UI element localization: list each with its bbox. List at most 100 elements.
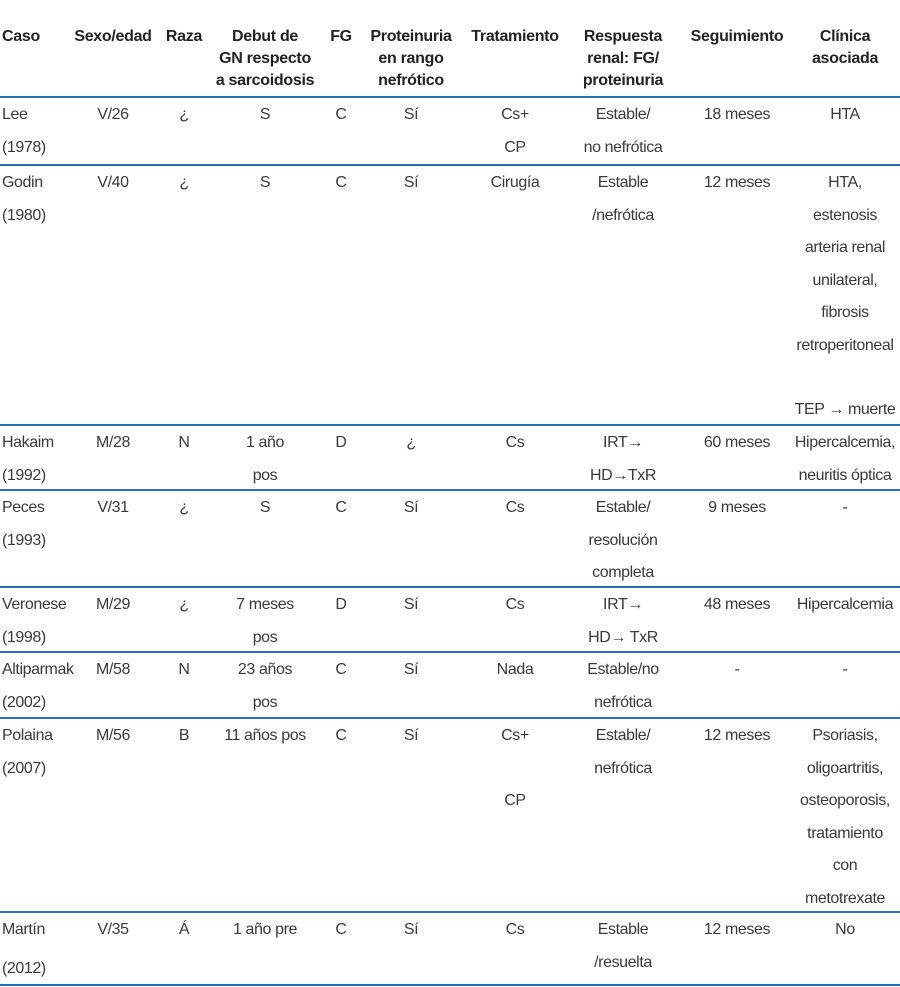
cell-text: Martín — [2, 921, 45, 938]
cell-text: - — [842, 499, 848, 516]
cell-text: IRT→ — [603, 434, 643, 451]
row-rule — [0, 96, 900, 98]
table-cell: C — [318, 167, 364, 200]
table-cell: V/31 — [70, 492, 156, 525]
header-text: Sexo/edad — [74, 28, 152, 45]
header-cell: Caso — [2, 26, 72, 48]
cell-text: Sí — [403, 727, 419, 744]
table-cell: Sí — [362, 492, 460, 525]
cell-text: - — [842, 661, 848, 678]
table-cell: Sí — [362, 167, 460, 200]
row-rule — [0, 651, 900, 653]
cell-text: Sí — [403, 921, 419, 938]
cell-text: 23 años — [237, 661, 293, 678]
table-cell: Veronese (1998) — [2, 589, 72, 654]
header-cell: Raza — [156, 26, 212, 48]
cell-text: Hakaim — [2, 434, 54, 451]
header-cell: FG — [318, 26, 364, 48]
cell-text: 9 meses — [708, 499, 766, 516]
table-cell: ¿ — [156, 492, 212, 525]
table-cell: 9 meses — [678, 492, 796, 525]
cell-text: HD→TxR — [589, 466, 657, 484]
header-text: renal: FG/ — [587, 50, 659, 67]
table-cell: Cirugía — [460, 167, 570, 200]
table-cell: N — [156, 654, 212, 687]
table-cell: 48 meses — [678, 589, 796, 622]
header-cell: Debut de GN respecto a sarcoidosis — [212, 26, 318, 92]
cell-text: M/58 — [96, 661, 130, 678]
table-cell: - — [790, 654, 900, 687]
cell-text: Lee — [2, 106, 28, 123]
table-cell: 60 meses — [678, 427, 796, 460]
table-cell: Martín (2012) — [2, 914, 72, 985]
cell-text: 12 meses — [703, 921, 771, 938]
table-cell: C — [318, 492, 364, 525]
cell-text: metotrexate — [804, 889, 886, 907]
header-text: Clínica — [819, 28, 871, 45]
row-rule — [0, 586, 900, 588]
table-cell: 12 meses — [678, 720, 796, 753]
table-cell: Estable/nefrótica — [568, 167, 678, 232]
cell-text: Cs — [505, 596, 525, 613]
row-rule — [0, 717, 900, 719]
cell-text: S — [259, 499, 271, 516]
cell-text: fibrosis — [821, 304, 869, 321]
table-cell: C — [318, 720, 364, 753]
table-cell: D — [318, 589, 364, 622]
header-cell: Sexo/edad — [70, 26, 156, 48]
cell-text: V/40 — [97, 174, 129, 191]
cell-text: 1 año — [245, 434, 285, 451]
table-cell: Cs — [460, 492, 570, 525]
header-text: Raza — [165, 28, 203, 45]
header-text: nefrótico — [378, 72, 444, 89]
cell-text: ¿ — [179, 499, 189, 516]
cell-text: tratamiento — [807, 824, 883, 842]
table-cell: 23 años pos — [212, 654, 318, 719]
cell-text: - — [734, 661, 740, 678]
cell-text: M/56 — [96, 727, 130, 744]
table-cell: IRT→ HD→ TxR — [568, 589, 678, 654]
cell-text: (1992) — [2, 466, 46, 484]
table-cell: Sí — [362, 99, 460, 132]
table-cell: Hipercalcemia, neuritis óptica — [790, 427, 900, 492]
row-rule — [0, 424, 900, 426]
cell-text: /nefrótica — [592, 206, 654, 224]
cell-text: Estable/ — [595, 499, 651, 516]
cell-text: arteria renal — [804, 239, 886, 256]
cell-text: ¿ — [179, 596, 189, 613]
cell-text: C — [335, 499, 347, 516]
cell-text: 18 meses — [703, 106, 771, 123]
cell-text: C — [335, 106, 347, 123]
cell-text: CP — [504, 138, 526, 156]
table-cell: 11 años pos — [212, 720, 318, 753]
table-cell: Cs — [460, 914, 570, 947]
cell-text: 48 meses — [703, 596, 771, 613]
header-text: GN respecto — [219, 50, 311, 67]
table-cell: Lee (1978) — [2, 99, 72, 164]
table-cell: Godin (1980) — [2, 167, 72, 232]
row-rule — [0, 164, 900, 166]
cell-text: Sí — [403, 106, 419, 123]
table-cell: ¿ — [362, 427, 460, 460]
cell-text: M/28 — [96, 434, 130, 451]
table-cell: Cs+ CP — [460, 99, 570, 164]
table-cell: C — [318, 99, 364, 132]
table-cell: ¿ — [156, 99, 212, 132]
cell-text: V/35 — [97, 921, 129, 938]
table-cell: Estable/nefrótica — [568, 720, 678, 785]
cell-text: Sí — [403, 174, 419, 191]
cell-text: N — [178, 434, 190, 451]
cell-text: V/26 — [97, 106, 129, 123]
cell-text: 12 meses — [703, 727, 771, 744]
cell-text: Estable/no — [587, 661, 659, 678]
table-cell: Polaina (2007) — [2, 720, 72, 785]
cell-text: C — [335, 921, 347, 938]
cell-text: Nada — [496, 661, 534, 678]
header-cell: Clínica asociada — [790, 26, 900, 70]
cell-text: retroperitoneal — [796, 336, 894, 354]
cell-text: Godin — [2, 174, 43, 191]
cell-text: 60 meses — [703, 434, 771, 451]
cell-text: HTA, — [828, 174, 862, 191]
cell-text: pos — [252, 628, 278, 646]
cell-text: Sí — [403, 596, 419, 613]
